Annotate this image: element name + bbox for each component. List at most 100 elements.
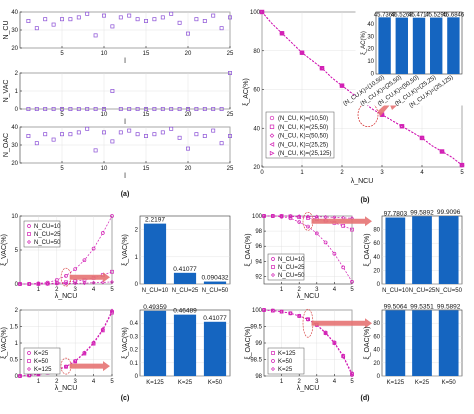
category-label: N_CU=50 — [435, 288, 462, 294]
legend-entry: (N_CU, K)=(10,50) — [278, 116, 328, 122]
data-point — [93, 107, 98, 111]
data-point — [160, 15, 165, 20]
y-tick-label: 60 — [253, 88, 260, 94]
data-point — [51, 137, 56, 142]
x-tick-label: 2 — [298, 287, 302, 293]
series-marker — [73, 358, 78, 363]
data-label: 0.090432 — [201, 275, 228, 282]
data-label: 45.5268 — [391, 13, 413, 19]
callout-arrow — [311, 318, 372, 329]
y-tick-label: 40 — [367, 22, 374, 28]
y-tick-label: 30 — [367, 34, 374, 40]
data-point — [85, 126, 90, 131]
x-tick-label: 2 — [55, 379, 59, 385]
x-tick-label: 5 — [110, 287, 114, 293]
bar — [385, 217, 406, 284]
legend-entry: K=125 — [34, 367, 52, 373]
y-tick-label: 40 — [373, 348, 380, 354]
legend-marker — [269, 124, 275, 129]
data-point — [26, 107, 31, 111]
legend-marker — [271, 257, 275, 261]
data-point — [51, 107, 56, 111]
legend-marker — [269, 142, 275, 147]
x-tick-label: 5 — [60, 51, 64, 57]
data-point — [169, 107, 174, 111]
series-marker — [100, 327, 105, 332]
y-axis-label: ξ_AC(%) — [361, 31, 367, 55]
x-axis-label: λ_NCU — [55, 385, 78, 392]
y-axis-label: N_VAC — [3, 80, 10, 103]
y-tick-label: 20 — [253, 165, 260, 171]
category-label: K=50 — [208, 380, 223, 386]
data-point — [194, 107, 199, 111]
legend-marker — [27, 232, 31, 236]
y-tick-label: 0.4 — [130, 321, 139, 327]
legend-entry: N_CU=50 — [278, 273, 305, 279]
legend-marker — [269, 133, 275, 138]
x-axis-label: λ_NCU — [351, 178, 374, 185]
category-label: N_CU=10 — [142, 288, 169, 294]
data-label: 97.7803 — [384, 211, 408, 218]
legend-entry: N_CU=25 — [278, 265, 305, 271]
data-point — [177, 135, 182, 140]
data-point — [102, 107, 106, 111]
bar — [203, 281, 227, 284]
series-marker — [262, 308, 266, 312]
data-point — [93, 148, 98, 153]
data-point — [118, 107, 123, 111]
series-marker — [306, 224, 310, 229]
x-tick-label: 5 — [60, 166, 64, 172]
series-marker — [314, 214, 319, 219]
x-axis-label: l — [124, 58, 126, 65]
series-marker — [288, 311, 293, 316]
data-point — [144, 134, 148, 138]
data-label: 45.4717 — [408, 13, 430, 19]
series-marker — [110, 269, 114, 274]
series-marker — [100, 328, 105, 333]
y-tick-label: 2 — [15, 71, 19, 77]
bar — [438, 216, 459, 284]
data-point — [118, 15, 123, 20]
data-point — [34, 26, 39, 31]
x-tick-label: 1 — [37, 379, 41, 385]
bar — [143, 310, 167, 376]
y-tick-label: 60 — [373, 241, 380, 247]
y-tick-label: 40 — [253, 126, 260, 132]
x-tick-label: 4 — [420, 170, 424, 176]
y-tick-label: 92 — [255, 274, 262, 280]
callout-arrow — [69, 361, 110, 372]
data-label: 99.9096 — [437, 209, 461, 216]
series-marker — [297, 313, 302, 318]
series-marker — [306, 317, 310, 322]
series-marker — [350, 227, 354, 232]
inset-bg — [355, 4, 465, 106]
series-marker — [332, 251, 337, 256]
x-tick-label: 5 — [350, 379, 354, 385]
x-tick-label: 15 — [143, 166, 150, 172]
data-point — [228, 71, 232, 75]
series-marker — [399, 123, 405, 129]
x-tick-label: 2 — [340, 170, 344, 176]
x-tick-label: 3 — [315, 287, 319, 293]
series-marker — [82, 350, 87, 355]
y-tick-label: 20 — [11, 46, 18, 52]
x-tick-label: 20 — [185, 166, 192, 172]
data-point — [177, 107, 182, 111]
x-tick-label: 2 — [298, 379, 302, 385]
data-point — [76, 107, 81, 111]
data-point — [211, 107, 216, 111]
series-marker — [82, 258, 87, 263]
data-point — [93, 33, 98, 38]
data-point — [85, 107, 90, 111]
y-tick-label: 1 — [135, 255, 139, 261]
data-point — [177, 20, 182, 25]
data-point — [127, 107, 132, 111]
series-marker — [100, 231, 105, 235]
legend-marker — [27, 240, 31, 244]
data-point — [60, 17, 64, 22]
data-point — [228, 134, 232, 138]
x-axis-label: l — [124, 119, 126, 126]
series-marker — [64, 364, 68, 369]
y-tick-label: 98 — [255, 229, 262, 235]
